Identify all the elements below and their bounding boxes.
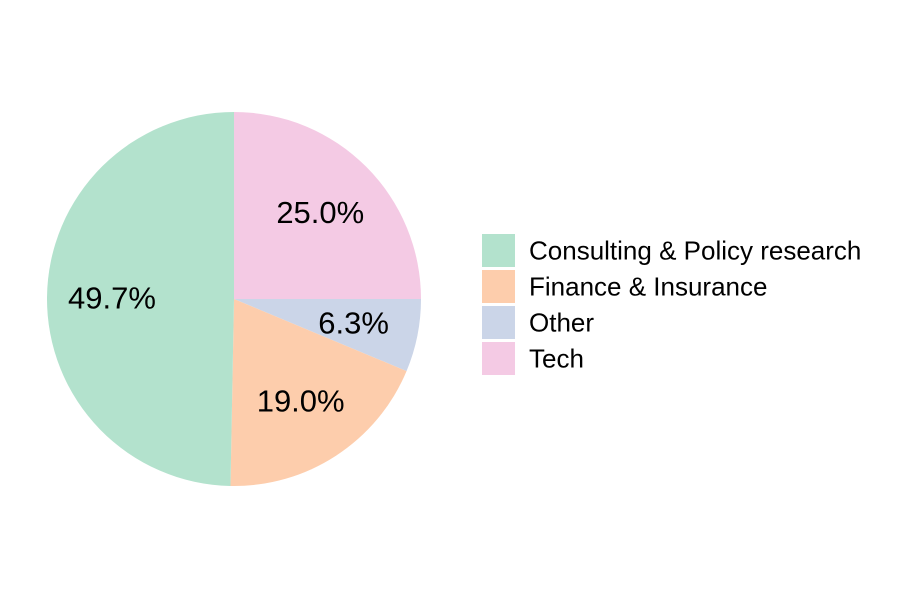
- pie-slices: [47, 112, 421, 486]
- legend-swatch-finance-and-insurance: [482, 270, 515, 303]
- legend-label-consulting-and-policy-research: Consulting & Policy research: [529, 236, 861, 266]
- pie-slice-other: [234, 299, 421, 372]
- pie-labels: 25.0% 6.3% 19.0% 49.7%: [68, 195, 389, 418]
- legend-swatch-consulting-and-policy-research: [482, 234, 515, 267]
- legend-label-finance-and-insurance: Finance & Insurance: [529, 272, 767, 302]
- legend: Consulting & Policy research Finance & In…: [482, 234, 861, 375]
- slice-label-tech: 25.0%: [276, 195, 364, 230]
- pie-slice-consulting-and-policy-research: [47, 112, 235, 486]
- legend-swatch-other: [482, 306, 515, 339]
- pie-slice-tech: [234, 112, 421, 299]
- pie-slice-finance-and-insurance: [230, 299, 407, 486]
- legend-label-tech: Tech: [529, 344, 584, 374]
- slice-label-other: 6.3%: [318, 305, 389, 340]
- slice-label-consulting-and-policy-research: 49.7%: [68, 280, 156, 315]
- slice-label-finance-and-insurance: 19.0%: [257, 384, 345, 419]
- legend-label-other: Other: [529, 308, 594, 338]
- legend-swatch-tech: [482, 342, 515, 375]
